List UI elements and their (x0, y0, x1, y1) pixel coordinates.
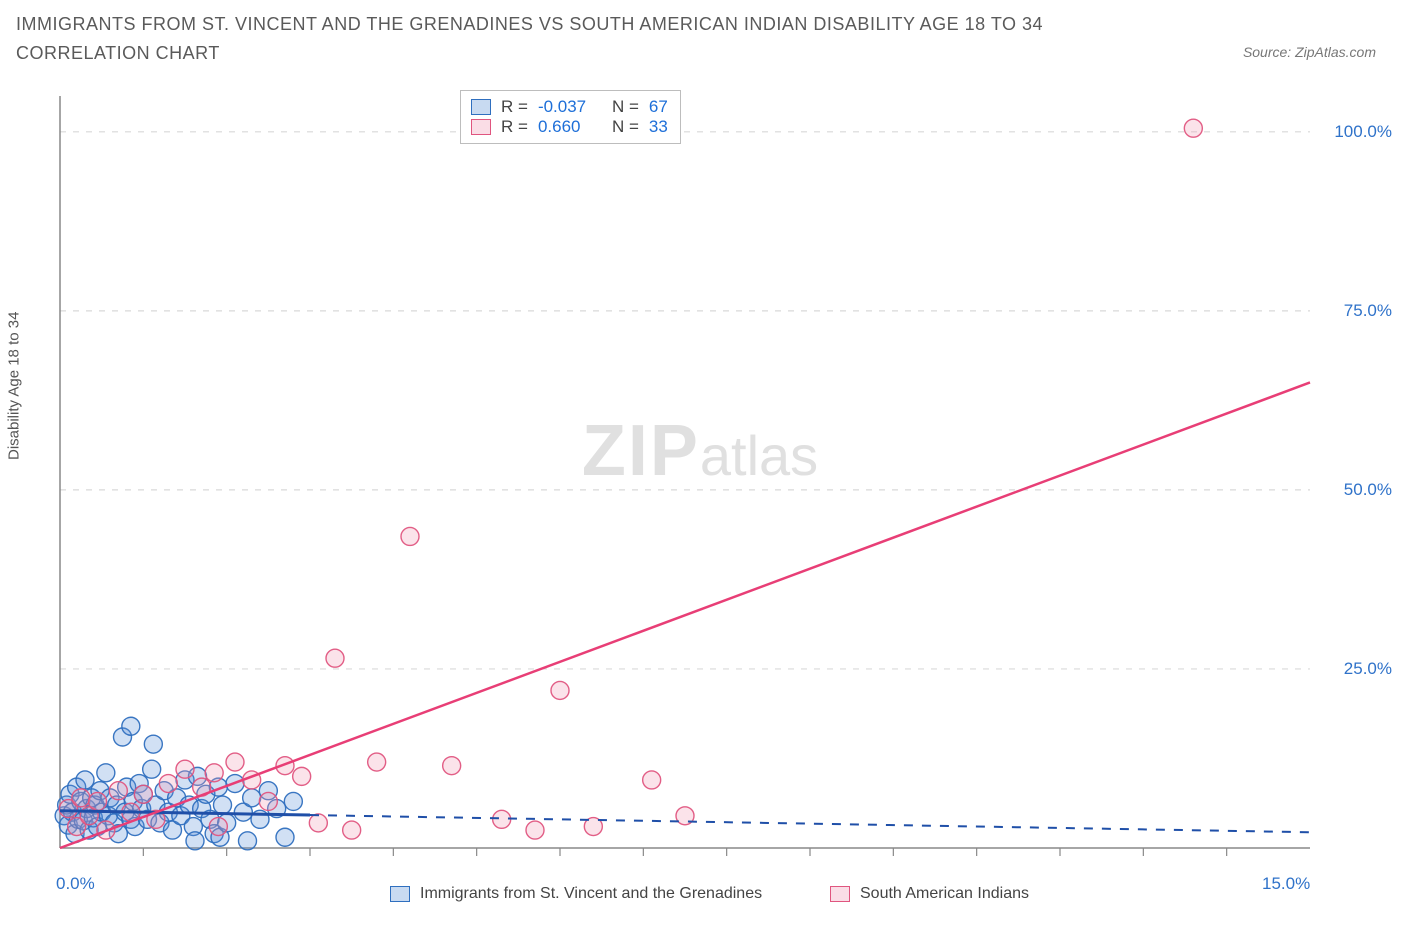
x-tick-label: 15.0% (1262, 874, 1310, 894)
legend-swatch-blue (471, 99, 491, 115)
y-tick-label: 25.0% (1344, 659, 1392, 679)
source-attribution: Source: ZipAtlas.com (1243, 44, 1376, 60)
chart-svg (50, 88, 1350, 878)
chart-container: IMMIGRANTS FROM ST. VINCENT AND THE GREN… (0, 0, 1406, 930)
legend-swatch-blue (390, 886, 410, 902)
bottom-legend-series-2: South American Indians (830, 885, 1029, 903)
legend-n-label: N = (612, 117, 639, 137)
legend-n-label: N = (612, 97, 639, 117)
correlation-legend: R = -0.037 N = 67 R = 0.660 N = 33 (460, 90, 681, 144)
legend-n-value: 67 (649, 97, 668, 117)
plot-area: ZIPatlas (50, 88, 1350, 878)
chart-title: IMMIGRANTS FROM ST. VINCENT AND THE GREN… (16, 10, 1136, 68)
legend-row-pink: R = 0.660 N = 33 (471, 117, 668, 137)
legend-swatch-pink (830, 886, 850, 902)
legend-row-blue: R = -0.037 N = 67 (471, 97, 668, 117)
y-axis-label: Disability Age 18 to 34 (6, 312, 23, 460)
legend-r-value: 0.660 (538, 117, 602, 137)
legend-series-label: South American Indians (860, 885, 1029, 903)
bottom-legend-series-1: Immigrants from St. Vincent and the Gren… (390, 885, 762, 903)
y-tick-label: 75.0% (1344, 301, 1392, 321)
legend-r-value: -0.037 (538, 97, 602, 117)
x-tick-label: 0.0% (56, 874, 95, 894)
y-tick-label: 100.0% (1334, 122, 1392, 142)
legend-r-label: R = (501, 97, 528, 117)
legend-r-label: R = (501, 117, 528, 137)
legend-n-value: 33 (649, 117, 668, 137)
legend-series-label: Immigrants from St. Vincent and the Gren… (420, 885, 762, 903)
legend-swatch-pink (471, 119, 491, 135)
y-tick-label: 50.0% (1344, 480, 1392, 500)
